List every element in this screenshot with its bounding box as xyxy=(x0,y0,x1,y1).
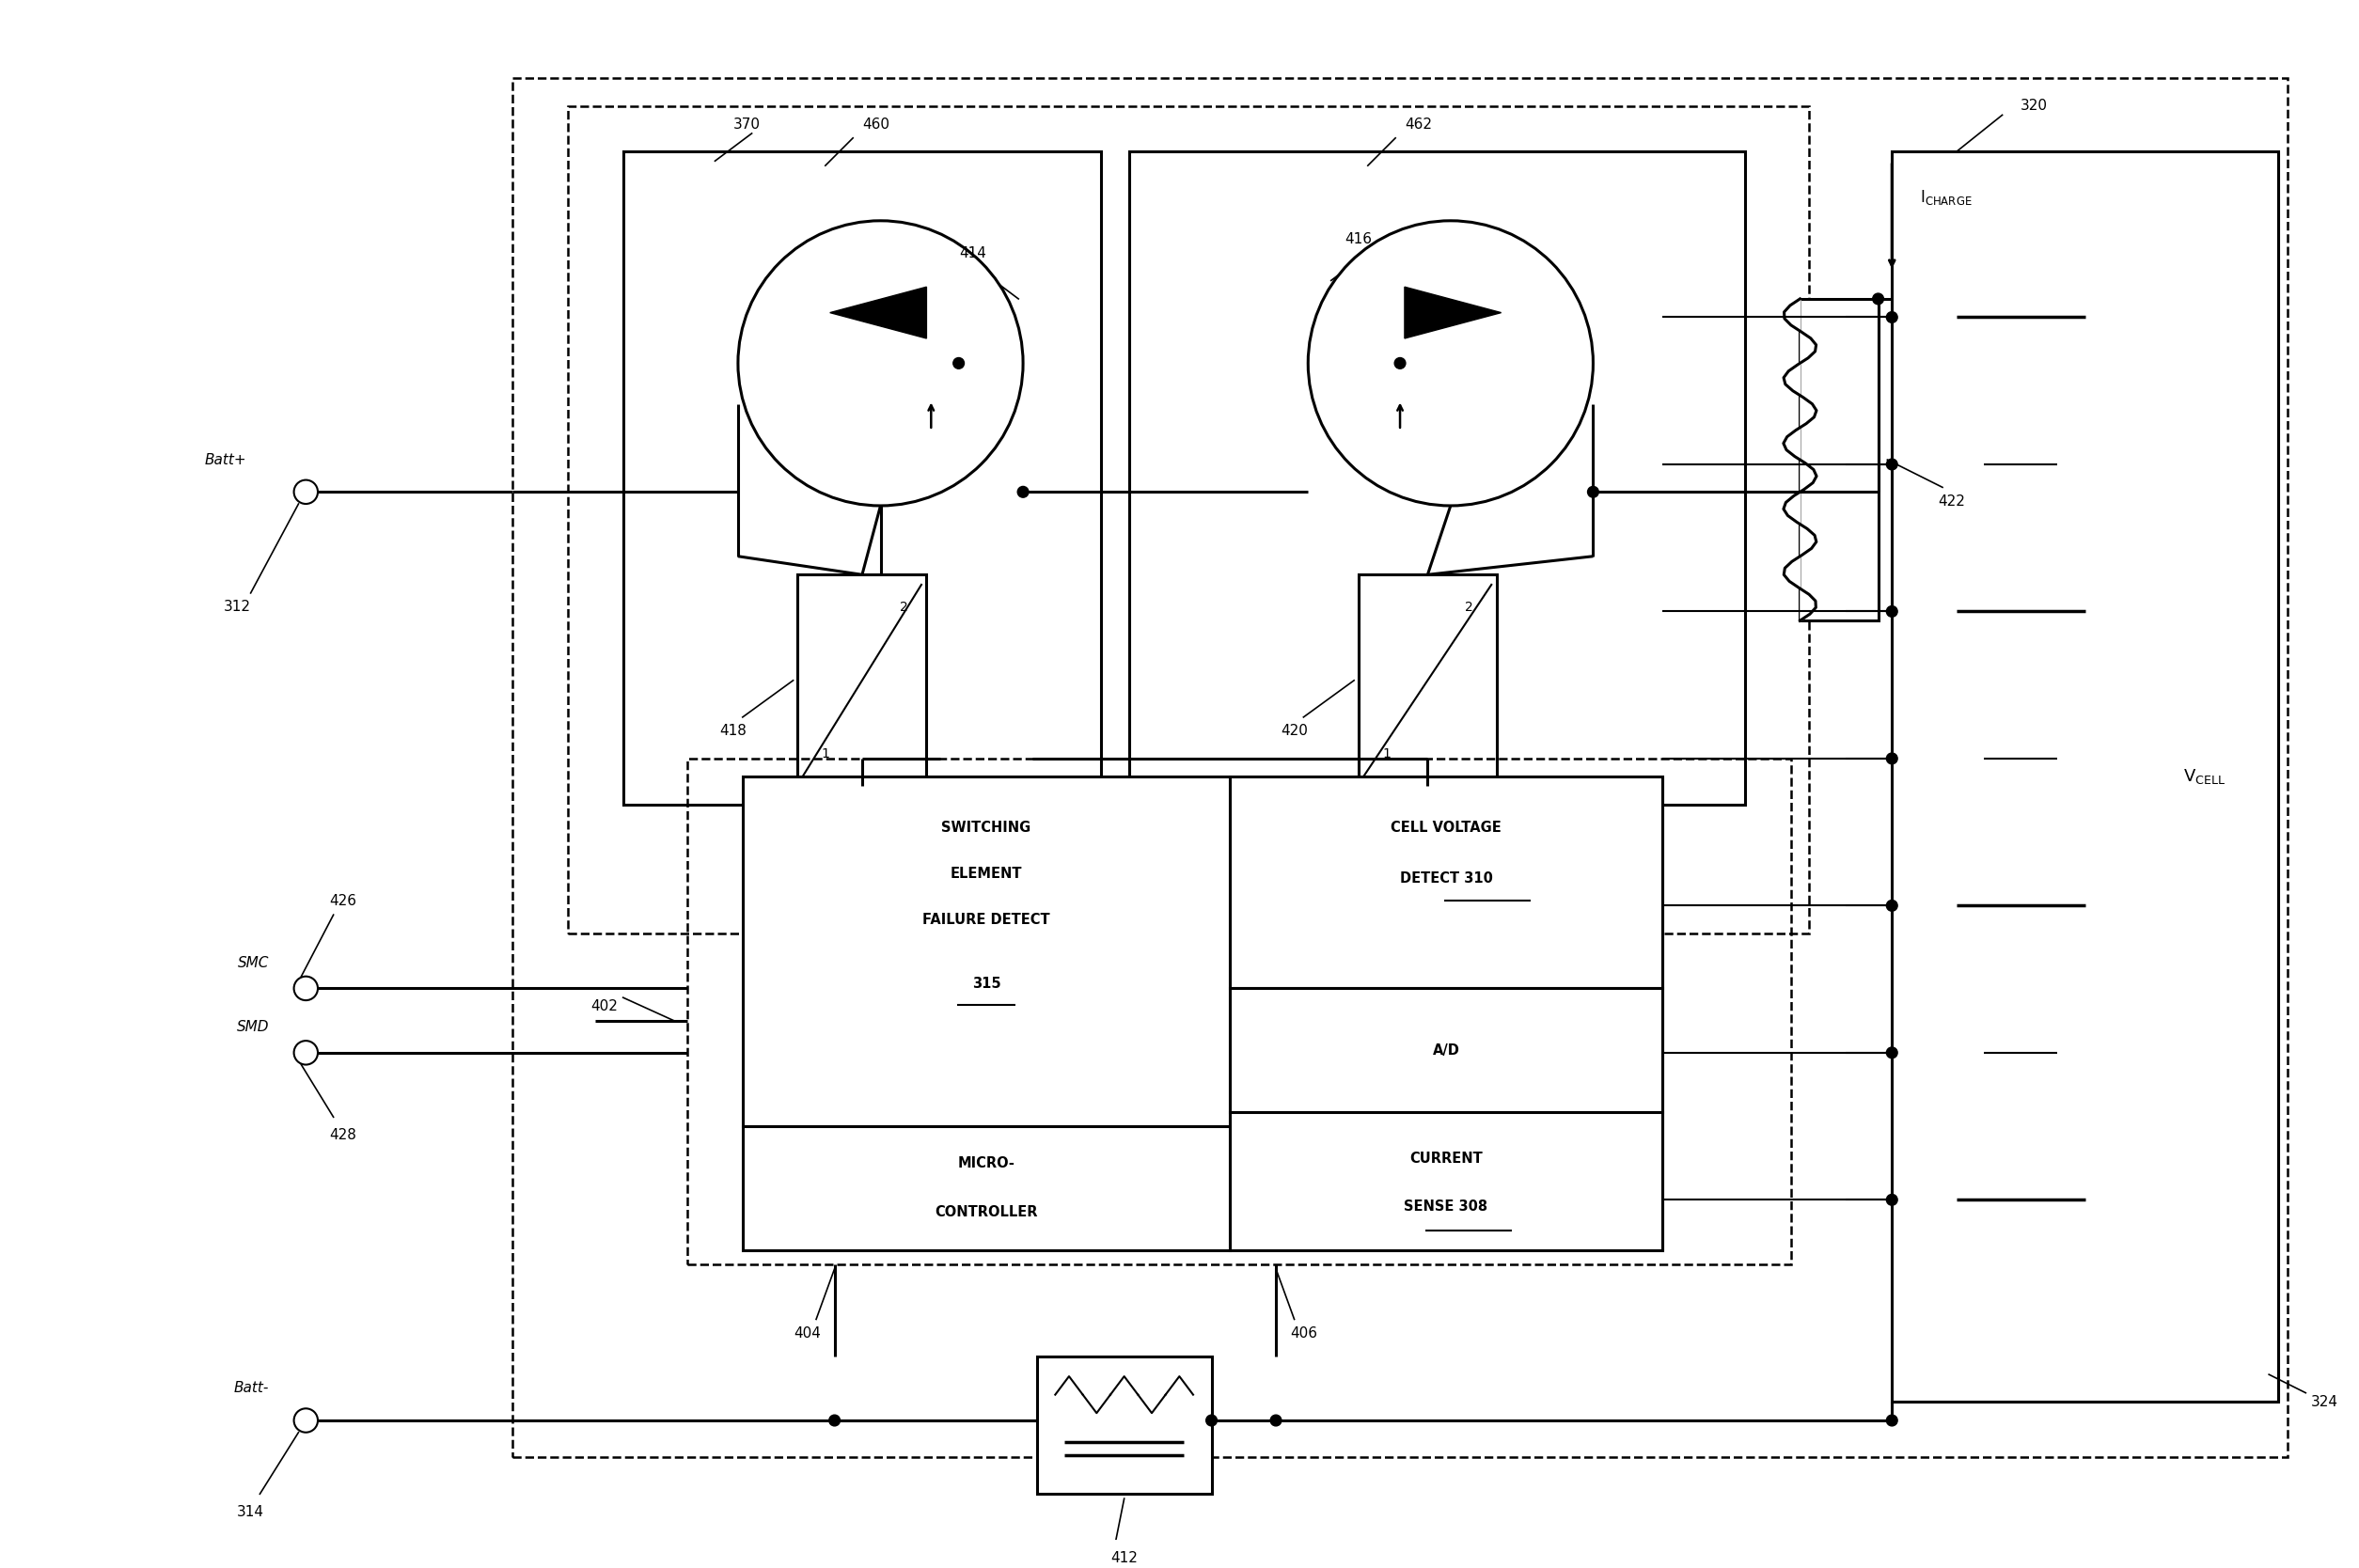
Bar xyxy=(1229,1112,1663,1250)
Text: CELL VOLTAGE: CELL VOLTAGE xyxy=(1392,820,1500,834)
Text: 416: 416 xyxy=(1345,232,1373,246)
Bar xyxy=(1229,776,1663,988)
Text: CURRENT: CURRENT xyxy=(1408,1151,1481,1165)
Text: 402: 402 xyxy=(592,1000,618,1014)
Polygon shape xyxy=(830,287,927,339)
Circle shape xyxy=(828,1414,840,1425)
Text: 422: 422 xyxy=(1939,494,1965,508)
Bar xyxy=(1038,1356,1213,1494)
Circle shape xyxy=(1205,1414,1217,1425)
Text: DETECT 310: DETECT 310 xyxy=(1399,870,1493,884)
Text: Batt+: Batt+ xyxy=(205,453,245,467)
Circle shape xyxy=(1887,900,1897,911)
Bar xyxy=(1128,152,1746,804)
Bar xyxy=(797,574,927,786)
Text: SMC: SMC xyxy=(238,955,269,969)
Circle shape xyxy=(1887,312,1897,323)
Polygon shape xyxy=(1404,287,1500,339)
Text: 1: 1 xyxy=(821,748,830,760)
Text: CONTROLLER: CONTROLLER xyxy=(934,1204,1038,1218)
Text: 312: 312 xyxy=(224,601,250,615)
Text: 418: 418 xyxy=(719,724,748,739)
Circle shape xyxy=(1887,1195,1897,1206)
Text: MICRO-: MICRO- xyxy=(958,1156,1014,1170)
Circle shape xyxy=(1017,486,1029,497)
Text: SMD: SMD xyxy=(236,1019,269,1033)
Text: 414: 414 xyxy=(958,246,986,260)
Circle shape xyxy=(1887,1414,1897,1425)
Circle shape xyxy=(1887,1047,1897,1058)
Circle shape xyxy=(295,977,318,1000)
Text: 2: 2 xyxy=(899,601,908,613)
Bar xyxy=(743,1126,1229,1250)
Text: $\mathrm{I_{CHARGE}}$: $\mathrm{I_{CHARGE}}$ xyxy=(1920,188,1972,207)
Text: 315: 315 xyxy=(972,977,1000,991)
Text: 426: 426 xyxy=(328,894,356,908)
Text: A/D: A/D xyxy=(1432,1043,1460,1057)
Circle shape xyxy=(953,358,965,368)
Text: 370: 370 xyxy=(734,118,760,132)
Circle shape xyxy=(1309,221,1592,506)
Text: Batt-: Batt- xyxy=(234,1381,269,1396)
Bar xyxy=(1892,152,2279,1402)
Circle shape xyxy=(738,221,1024,506)
Text: 2: 2 xyxy=(1465,601,1472,613)
Circle shape xyxy=(1272,1414,1281,1425)
Bar xyxy=(1359,574,1496,786)
Circle shape xyxy=(1887,605,1897,616)
Bar xyxy=(1229,988,1663,1112)
Text: 462: 462 xyxy=(1404,118,1432,132)
Text: $\mathrm{V_{CELL}}$: $\mathrm{V_{CELL}}$ xyxy=(2184,767,2227,786)
Bar xyxy=(512,78,2288,1457)
Circle shape xyxy=(295,1041,318,1065)
Bar xyxy=(743,776,1229,1126)
Circle shape xyxy=(1873,293,1885,304)
Text: FAILURE DETECT: FAILURE DETECT xyxy=(922,913,1050,927)
Text: 460: 460 xyxy=(861,118,889,132)
Bar xyxy=(623,152,1102,804)
Text: 420: 420 xyxy=(1281,724,1307,739)
Circle shape xyxy=(295,480,318,503)
Text: SWITCHING: SWITCHING xyxy=(941,820,1031,834)
Text: 324: 324 xyxy=(2309,1396,2338,1410)
Text: SENSE 308: SENSE 308 xyxy=(1404,1200,1489,1214)
Text: 320: 320 xyxy=(2022,99,2048,113)
Text: 412: 412 xyxy=(1111,1551,1137,1565)
Circle shape xyxy=(295,1408,318,1433)
Bar xyxy=(569,105,1809,933)
Bar xyxy=(686,759,1790,1264)
Circle shape xyxy=(1887,753,1897,764)
Circle shape xyxy=(1887,459,1897,470)
Text: ELEMENT: ELEMENT xyxy=(951,867,1021,881)
Text: 1: 1 xyxy=(1382,748,1389,760)
Circle shape xyxy=(1588,486,1599,497)
Text: 406: 406 xyxy=(1290,1327,1316,1341)
Circle shape xyxy=(1394,358,1406,368)
Bar xyxy=(1800,299,1878,621)
Text: 404: 404 xyxy=(793,1327,821,1341)
Text: 314: 314 xyxy=(236,1505,264,1519)
Text: 428: 428 xyxy=(328,1129,356,1143)
